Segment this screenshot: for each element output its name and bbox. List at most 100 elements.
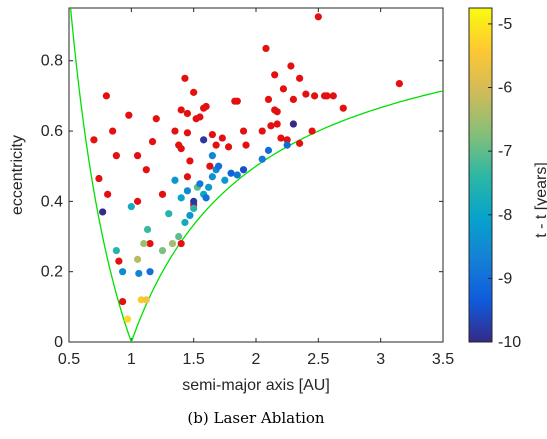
data-point: [183, 187, 192, 195]
data-point: [283, 136, 291, 144]
data-point: [177, 106, 185, 114]
data-point: [90, 136, 98, 144]
data-point: [146, 239, 154, 248]
y-tick-label: 0.2: [41, 264, 63, 281]
figure-caption: (b) Laser Ablation: [187, 409, 325, 427]
data-point: [183, 109, 192, 118]
colorbar-tick-label: -6: [498, 80, 512, 97]
data-point: [137, 296, 145, 304]
plot-area: [68, 7, 444, 343]
data-point: [196, 180, 204, 188]
data-point: [208, 173, 216, 181]
colorbar: [468, 7, 493, 343]
data-point: [95, 174, 103, 183]
data-point: [296, 139, 304, 147]
data-point: [165, 210, 173, 218]
data-point: [279, 85, 288, 93]
data-point: [212, 141, 220, 149]
y-axis-label: eccentricity: [9, 135, 26, 215]
data-point: [133, 197, 142, 205]
x-tick-label: 1: [127, 351, 136, 368]
data-point: [119, 297, 127, 306]
data-point: [123, 315, 132, 323]
data-point: [112, 246, 120, 255]
data-point: [329, 92, 337, 100]
data-point: [102, 92, 110, 100]
data-point: [158, 190, 167, 198]
data-point: [135, 269, 143, 278]
data-point: [233, 171, 241, 179]
data-point: [152, 115, 160, 123]
data-point: [206, 162, 214, 170]
data-point: [175, 232, 183, 241]
data-point: [323, 92, 331, 100]
data-point: [283, 141, 291, 149]
colorbar-tick-label: -5: [498, 16, 512, 33]
data-point: [125, 111, 133, 119]
colorbar-tick-label: -8: [498, 207, 512, 224]
data-point: [267, 122, 275, 130]
data-point: [200, 136, 208, 144]
data-point: [277, 134, 285, 142]
colorbar-tick-label: -7: [498, 143, 512, 160]
data-point: [258, 127, 266, 135]
data-point: [177, 145, 185, 153]
data-point: [302, 90, 310, 98]
data-point: [190, 204, 198, 212]
data-point: [115, 257, 123, 265]
colorbar-tick-label: -9: [498, 270, 512, 287]
data-point: [224, 143, 233, 151]
data-point: [109, 127, 117, 135]
data-points: [90, 13, 403, 323]
data-point: [133, 152, 142, 160]
data-point: [339, 104, 347, 112]
data-point: [146, 268, 154, 276]
data-point: [133, 255, 142, 263]
data-point: [289, 95, 297, 104]
data-point: [183, 173, 192, 181]
data-point: [127, 203, 135, 211]
colorbar-axis: -5 -6 -7 -8 -9 -10: [488, 16, 521, 351]
data-point: [202, 102, 210, 111]
data-point: [296, 74, 304, 82]
x-tick-label: 2: [252, 351, 261, 368]
x-axis: 0.5 1 1.5 2 2.5 3 3.5: [58, 8, 454, 368]
x-tick-label: 3.5: [432, 351, 454, 368]
y-tick-label: 0: [54, 334, 63, 351]
data-point: [264, 146, 273, 154]
data-point: [112, 152, 120, 160]
data-point: [205, 183, 213, 191]
data-point: [262, 44, 270, 53]
x-tick-label: 3: [376, 351, 385, 368]
data-point: [142, 296, 150, 304]
data-point: [190, 88, 198, 96]
data-point: [171, 176, 179, 184]
data-point: [289, 120, 297, 128]
data-point: [202, 194, 210, 202]
data-point: [218, 134, 226, 142]
data-point: [143, 225, 152, 234]
data-point: [287, 62, 295, 70]
data-point: [242, 141, 250, 149]
data-point: [215, 162, 223, 170]
data-point: [104, 190, 112, 198]
x-tick-label: 1.5: [183, 351, 205, 368]
data-point: [310, 92, 319, 100]
y-tick-label: 0.4: [41, 193, 63, 210]
data-point: [177, 194, 185, 202]
colorbar-tick-label: -10: [498, 334, 521, 351]
data-point: [190, 197, 198, 205]
data-point: [119, 268, 127, 276]
aphelion-boundary-curve: [69, 8, 132, 342]
data-point: [395, 79, 403, 88]
data-point: [171, 127, 179, 135]
colorbar-label: t - t [years]: [533, 162, 547, 238]
x-tick-label: 2.5: [307, 351, 329, 368]
data-point: [258, 155, 266, 163]
data-point: [177, 239, 185, 248]
data-point: [196, 113, 204, 121]
data-point: [239, 127, 248, 135]
data-point: [239, 166, 248, 174]
data-point: [273, 120, 281, 128]
